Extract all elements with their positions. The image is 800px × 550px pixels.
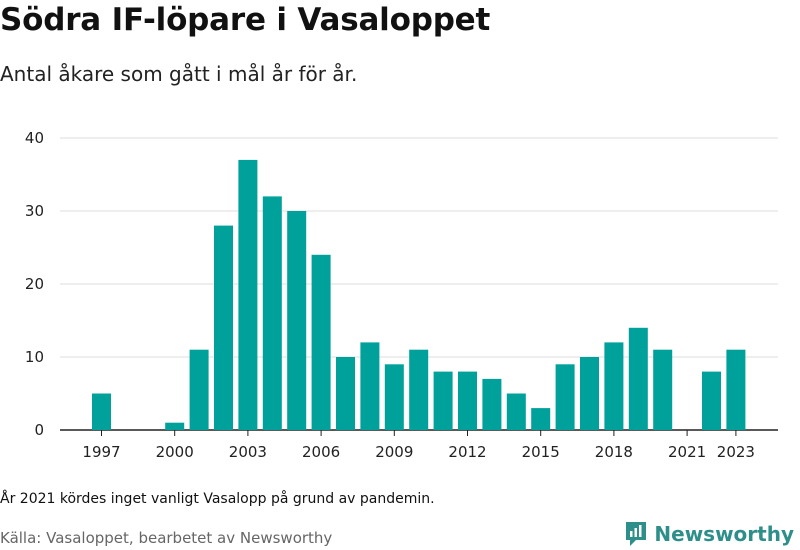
newsworthy-logo-icon [626,522,647,546]
brand-logo[interactable]: Newsworthy [624,520,794,548]
bar-2003[interactable] [238,159,258,430]
chart-title: Södra IF-löpare i Vasaloppet [0,2,491,38]
bar-2011[interactable] [433,371,453,430]
chart-subtitle: Antal åkare som gått i mål år för år. [0,62,358,86]
x-tick-label: 2009 [375,443,413,461]
x-tick-label: 2012 [448,443,486,461]
x-tick-label: 2003 [229,443,267,461]
bar-2000[interactable] [165,422,185,430]
bar-2016[interactable] [555,364,575,430]
x-tick-label: 2021 [668,443,706,461]
bar-1997[interactable] [92,393,111,431]
bar-2005[interactable] [287,211,307,430]
bar-2019[interactable] [628,327,648,430]
bar-2001[interactable] [189,349,209,430]
bar-2023[interactable] [726,349,746,430]
bar-2009[interactable] [384,364,404,430]
x-axis-ticks: 1997 2000 2003 2006 2009 2012 2015 2018 2021 2023 [82,430,755,461]
bar-2015[interactable] [531,408,551,430]
bar-2006[interactable] [311,254,331,430]
x-tick-label: 2023 [717,443,755,461]
bar-2002[interactable] [214,225,233,430]
bar-2004[interactable] [262,196,282,430]
bar-2020[interactable] [653,349,673,430]
y-axis-ticks: 0 10 20 30 40 [25,129,44,439]
y-tick-label: 0 [34,421,44,439]
bar-2010[interactable] [409,349,429,430]
x-tick-label: 2018 [595,443,633,461]
bar-2014[interactable] [506,393,526,431]
bar-chart: 0 10 20 30 40 1997 2000 2003 2006 2009 2012 2015 20… [25,129,778,461]
bars [92,159,746,431]
bar-2022[interactable] [702,371,721,430]
footnote: År 2021 kördes inget vanligt Vasalopp på… [0,491,435,507]
y-tick-label: 20 [25,275,44,293]
bar-2007[interactable] [336,357,355,430]
y-tick-label: 40 [25,129,44,147]
x-tick-label: 2006 [302,443,340,461]
y-tick-label: 10 [25,348,44,366]
brand-name: Newsworthy [654,522,794,546]
bar-2012[interactable] [458,371,477,430]
x-tick-label: 2000 [156,443,194,461]
bar-2017[interactable] [580,357,599,430]
bar-2018[interactable] [604,342,624,430]
source-credit: Källa: Vasaloppet, bearbetet av Newswort… [0,529,333,547]
x-tick-label: 1997 [82,443,120,461]
y-tick-label: 30 [25,202,44,220]
bar-2013[interactable] [482,378,502,430]
bar-2008[interactable] [360,342,380,430]
x-tick-label: 2015 [522,443,560,461]
